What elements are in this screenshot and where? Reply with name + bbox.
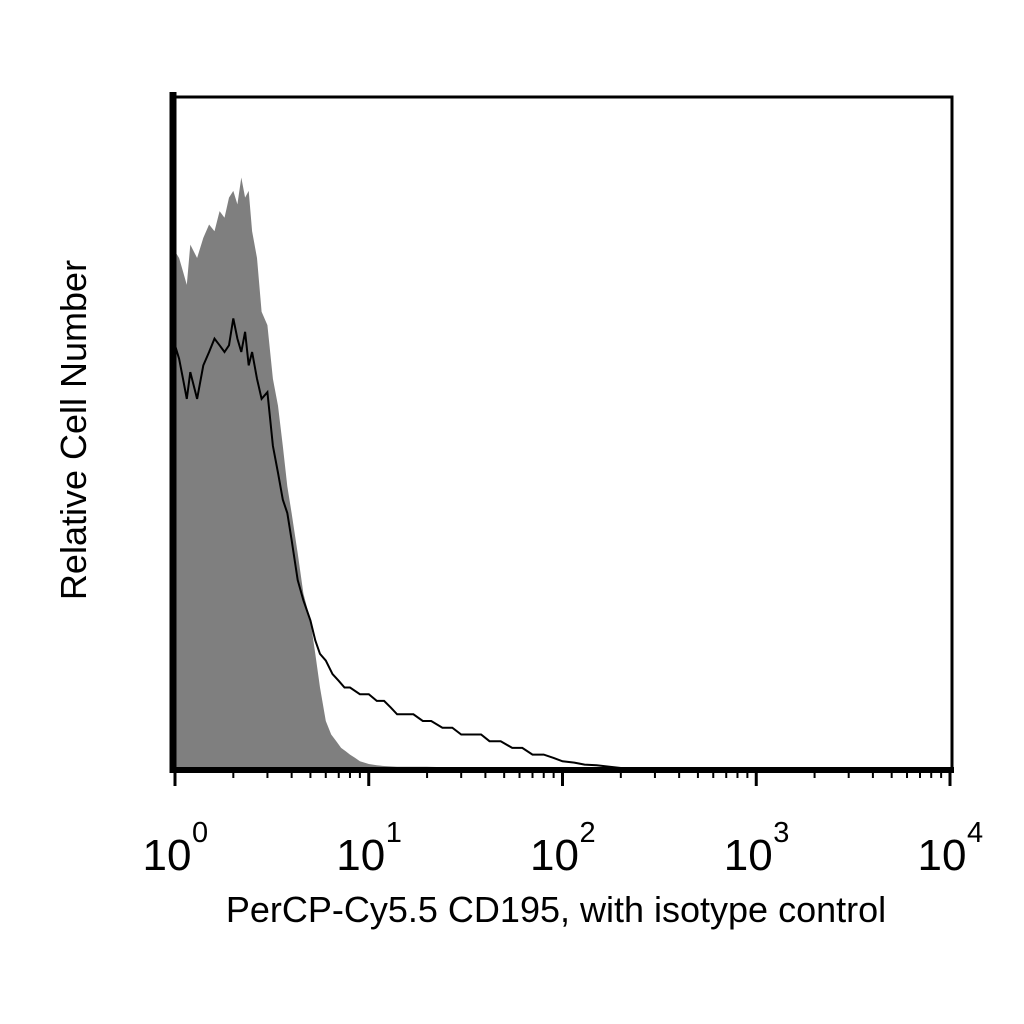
series-layer (174, 177, 621, 769)
x-tick-label: 10 (336, 831, 385, 880)
x-axis-label: PerCP-Cy5.5 CD195, with isotype control (226, 889, 886, 930)
x-tick-label: 10 (530, 831, 579, 880)
x-tick-exponent: 3 (773, 817, 789, 849)
x-tick-exponent: 0 (192, 817, 208, 849)
x-tick-layer: 10 0 10 1 10 2 10 3 10 4 (143, 771, 983, 880)
x-tick-exponent: 2 (580, 817, 596, 849)
x-tick-label: 10 (918, 831, 967, 880)
x-tick-label: 10 (143, 831, 192, 880)
isotype-control-histogram (175, 177, 505, 768)
x-tick-exponent: 1 (386, 817, 402, 849)
cd195-histogram-line (174, 318, 621, 769)
y-axis-label: Relative Cell Number (53, 260, 94, 600)
x-tick-label: 10 (724, 831, 773, 880)
x-tick-exponent: 4 (967, 817, 983, 849)
